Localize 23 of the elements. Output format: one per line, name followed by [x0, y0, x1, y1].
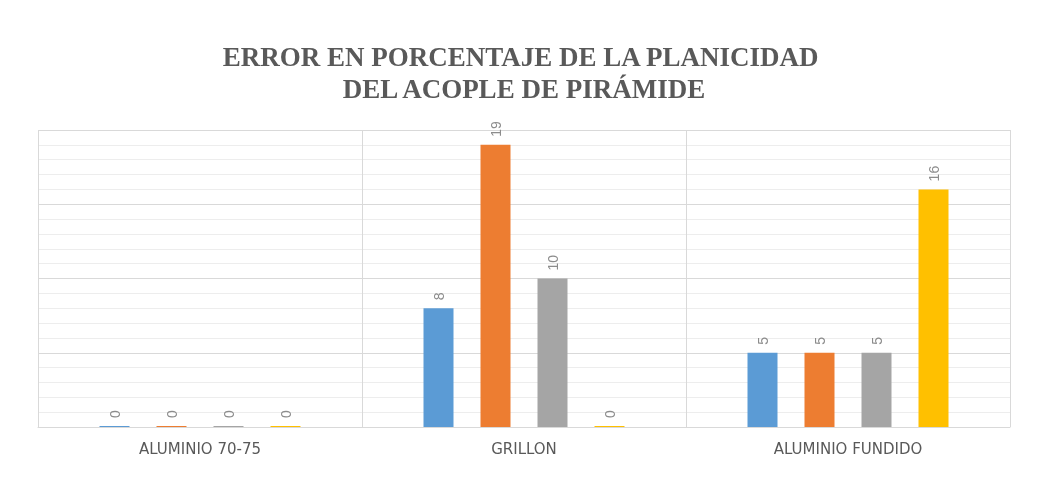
x-tick-label: ALUMINIO FUNDIDO: [773, 439, 923, 458]
bar: [918, 189, 949, 427]
data-label: 0: [163, 410, 180, 418]
data-label: 19: [487, 121, 504, 137]
data-label: 5: [868, 336, 885, 345]
data-label: 0: [220, 410, 237, 418]
data-label: 10: [544, 254, 561, 271]
data-label: 0: [106, 410, 123, 418]
bar: [747, 352, 778, 427]
data-label: 5: [811, 336, 828, 345]
chart-title: ERROR EN PORCENTAJE DE LA PLANICIDAD DEL ACOPLE DE PIRÁMIDE: [222, 42, 826, 104]
data-label: 0: [601, 410, 618, 418]
bar: [480, 144, 511, 427]
bar: [861, 352, 892, 427]
data-label: 0: [277, 410, 294, 418]
x-tick-label: GRILLON: [491, 439, 557, 458]
data-label: 16: [925, 165, 942, 182]
bar: [423, 308, 454, 427]
data-label: 5: [754, 336, 771, 345]
bar: [804, 352, 835, 427]
data-label: 8: [430, 292, 447, 301]
x-tick-label: ALUMINIO 70-75: [138, 439, 262, 458]
bar: [537, 278, 568, 427]
